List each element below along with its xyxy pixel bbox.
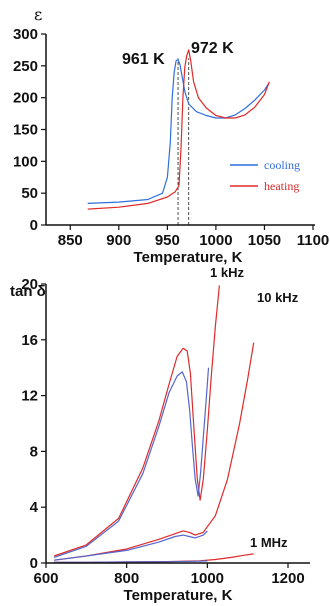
x-axis-label: Temperature, K xyxy=(124,587,233,604)
legend: cooling heating xyxy=(230,158,300,193)
series-line-3 xyxy=(54,530,208,561)
y-tick-label-5: 20 xyxy=(21,276,38,293)
y-tick-label-2: 8 xyxy=(30,443,38,460)
bottom-series xyxy=(53,285,255,564)
x-ticks: 850 900 950 1000 1050 1100 xyxy=(58,225,330,249)
annotation-961: 961 K xyxy=(122,51,165,68)
series-line-2 xyxy=(54,342,255,561)
series-line-1 xyxy=(53,367,210,558)
series-line-0 xyxy=(53,285,220,557)
x-tick-label-1: 900 xyxy=(106,232,131,249)
y-tick-label-0: 0 xyxy=(30,555,38,572)
y-axis-label: ε xyxy=(34,5,42,24)
annotation-1mhz: 1 MHz xyxy=(250,535,288,550)
x-axis-label: Temperature, K xyxy=(134,249,243,266)
x-ticks: 600 800 1000 1200 xyxy=(33,563,305,587)
annotation-10khz: 10 kHz xyxy=(257,290,299,305)
x-tick-label-3: 1200 xyxy=(271,570,304,587)
x-tick-label-5: 1100 xyxy=(297,232,330,249)
y-tick-label-4: 200 xyxy=(13,90,38,107)
y-tick-label-5: 250 xyxy=(13,58,38,75)
x-tick-label-0: 850 xyxy=(58,232,83,249)
y-axis-label: tan δ xyxy=(10,283,46,300)
annotation-972: 972 K xyxy=(191,40,234,57)
y-tick-label-3: 12 xyxy=(21,388,38,405)
y-tick-label-0: 0 xyxy=(30,217,38,234)
series-line-1 xyxy=(87,49,270,210)
x-tick-label-2: 1000 xyxy=(191,570,224,587)
y-tick-label-3: 150 xyxy=(13,122,38,139)
annotation-1khz: 1 kHz xyxy=(210,265,244,280)
legend-label-cooling: cooling xyxy=(264,158,300,172)
top-vlines xyxy=(177,58,190,225)
x-tick-label-0: 600 xyxy=(33,570,58,587)
x-tick-label-4: 1050 xyxy=(248,232,281,249)
y-ticks: 0 4 8 12 16 20 xyxy=(21,276,46,572)
legend-label-heating: heating xyxy=(264,179,299,193)
series-line-0 xyxy=(87,58,270,204)
y-tick-label-1: 4 xyxy=(30,499,39,516)
top-series xyxy=(87,49,270,210)
y-tick-label-6: 300 xyxy=(13,26,38,43)
series-line-4 xyxy=(54,553,254,563)
y-ticks: 0 50 100 150 200 250 300 xyxy=(13,26,46,234)
y-tick-label-1: 50 xyxy=(21,185,38,202)
series-line-5 xyxy=(54,560,208,564)
x-tick-label-1: 800 xyxy=(114,570,139,587)
y-tick-label-4: 16 xyxy=(21,332,38,349)
x-tick-label-3: 1000 xyxy=(199,232,232,249)
y-tick-label-2: 100 xyxy=(13,153,38,170)
x-tick-label-2: 950 xyxy=(155,232,180,249)
tan-delta-chart: tan δ 600 800 1000 1200 0 4 8 12 16 20 Temperatu… xyxy=(10,265,310,604)
epsilon-chart: ε 850 900 950 1000 1050 1100 0 50 100 150 200 250 3… xyxy=(13,5,329,266)
